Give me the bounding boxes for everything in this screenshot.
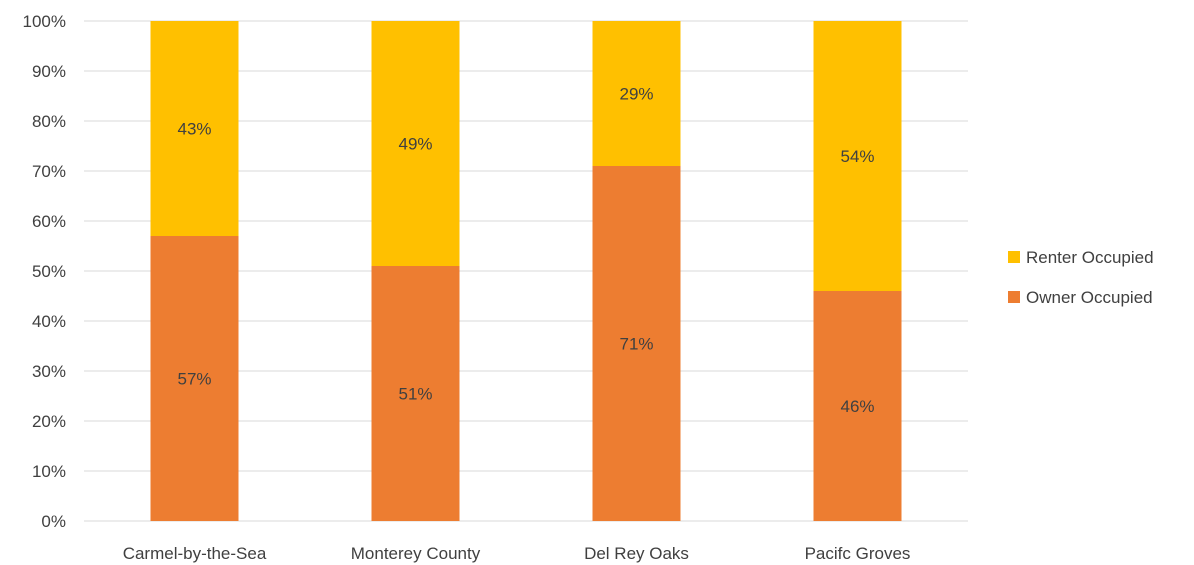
bar-segment-owner <box>813 291 902 521</box>
data-label: 43% <box>177 120 211 139</box>
x-category-label: Del Rey Oaks <box>584 544 689 563</box>
y-tick-label: 0% <box>41 512 66 531</box>
legend-label: Owner Occupied <box>1026 288 1153 307</box>
bar-segment-renter <box>592 21 681 166</box>
y-tick-label: 40% <box>32 312 66 331</box>
y-tick-label: 20% <box>32 412 66 431</box>
legend-item: Owner Occupied <box>1008 288 1153 307</box>
x-category-label: Pacifc Groves <box>805 544 911 563</box>
y-tick-label: 90% <box>32 62 66 81</box>
bar-segment-renter <box>813 21 902 291</box>
data-label: 29% <box>619 85 653 104</box>
legend: Renter Occupied Owner Occupied <box>1008 248 1154 307</box>
data-label: 51% <box>398 385 432 404</box>
y-tick-label: 70% <box>32 162 66 181</box>
legend-item: Renter Occupied <box>1008 248 1154 267</box>
y-tick-label: 50% <box>32 262 66 281</box>
legend-label: Renter Occupied <box>1026 248 1154 267</box>
bar-segment-owner <box>371 266 460 521</box>
bar-segment-renter <box>150 21 239 236</box>
legend-swatch <box>1008 291 1020 303</box>
data-label: 46% <box>840 397 874 416</box>
y-axis: 0% 10% 20% 30% 40% 50% 60% 70% 80% 90% 100% <box>23 12 66 531</box>
bars <box>150 21 902 521</box>
y-tick-label: 60% <box>32 212 66 231</box>
bar-segment-owner <box>592 166 681 521</box>
bar-segment-renter <box>371 21 460 266</box>
y-tick-label: 80% <box>32 112 66 131</box>
y-tick-label: 10% <box>32 462 66 481</box>
x-category-label: Monterey County <box>351 544 481 563</box>
bar-segment-owner <box>150 236 239 521</box>
legend-swatch <box>1008 251 1020 263</box>
data-label: 57% <box>177 370 211 389</box>
x-axis: Carmel-by-the-Sea Monterey County Del Rey … <box>123 544 911 563</box>
data-label: 49% <box>398 135 432 154</box>
data-labels: 57% 43% 51% 49% 71% 29% 46% 54% <box>177 85 874 417</box>
y-tick-label: 30% <box>32 362 66 381</box>
data-label: 71% <box>619 335 653 354</box>
data-label: 54% <box>840 147 874 166</box>
x-category-label: Carmel-by-the-Sea <box>123 544 267 563</box>
y-tick-label: 100% <box>23 12 66 31</box>
